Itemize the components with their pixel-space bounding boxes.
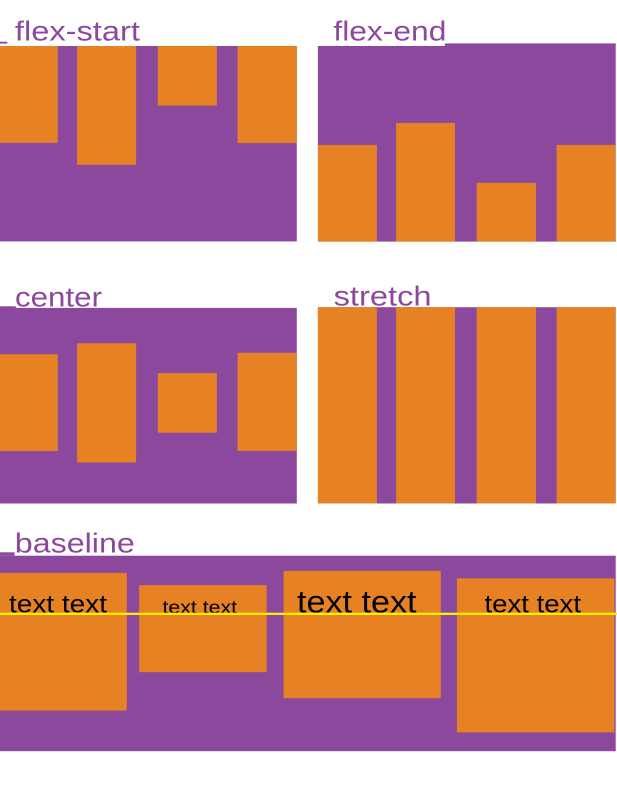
svg-text:text text: text text: [163, 597, 238, 617]
svg-text:flex-end: flex-end: [333, 16, 446, 47]
svg-text:center: center: [15, 282, 102, 313]
svg-text:flex-start: flex-start: [15, 16, 140, 47]
svg-text:stretch: stretch: [334, 280, 432, 311]
svg-text:baseline: baseline: [15, 527, 135, 558]
